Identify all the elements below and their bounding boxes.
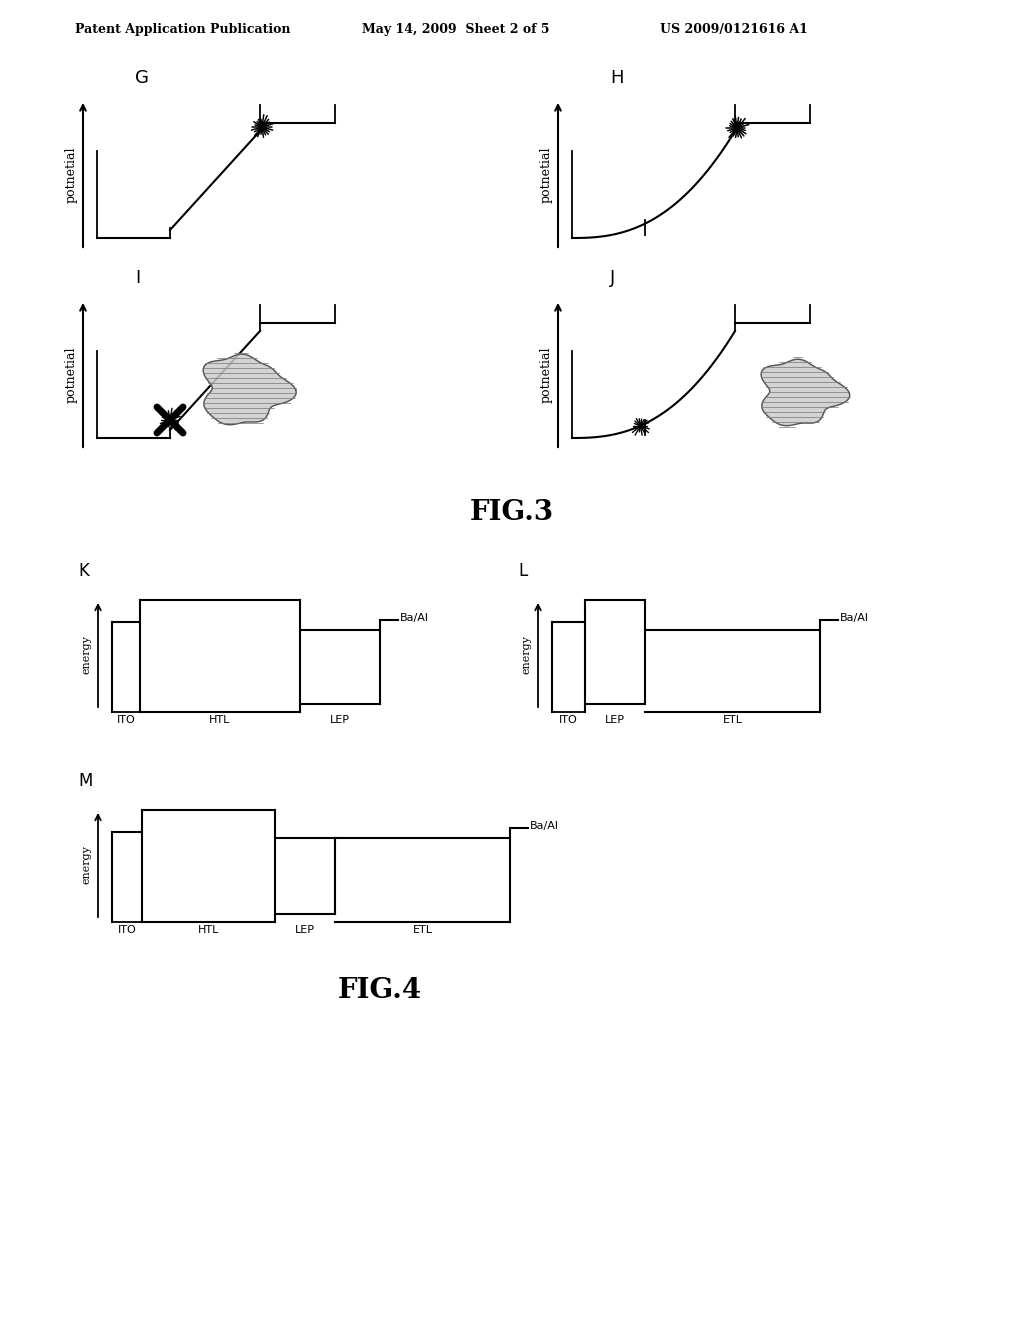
Text: L: L [518,562,527,579]
Text: J: J [610,269,615,286]
Text: ITO: ITO [117,715,135,725]
Text: potnetial: potnetial [65,347,78,403]
Text: energy: energy [81,846,91,884]
Text: LEP: LEP [295,925,315,935]
Text: ETL: ETL [413,925,432,935]
Text: ETL: ETL [723,715,742,725]
Text: HTL: HTL [198,925,219,935]
Text: Ba/Al: Ba/Al [530,821,559,832]
Text: potnetial: potnetial [540,347,553,403]
Text: FIG.4: FIG.4 [338,977,422,1003]
Text: potnetial: potnetial [65,147,78,203]
Text: Ba/Al: Ba/Al [400,612,429,623]
Text: potnetial: potnetial [540,147,553,203]
Polygon shape [761,359,850,425]
Polygon shape [203,354,296,425]
Text: H: H [610,69,624,87]
Text: HTL: HTL [209,715,230,725]
Text: I: I [135,269,140,286]
Text: energy: energy [81,635,91,675]
Text: US 2009/0121616 A1: US 2009/0121616 A1 [660,24,808,37]
Text: ITO: ITO [559,715,578,725]
Text: LEP: LEP [330,715,350,725]
Text: M: M [78,772,92,789]
Text: ITO: ITO [118,925,136,935]
Text: LEP: LEP [605,715,625,725]
Text: Patent Application Publication: Patent Application Publication [75,24,291,37]
Text: energy: energy [521,635,531,675]
Text: K: K [78,562,89,579]
Text: Ba/Al: Ba/Al [840,612,869,623]
Text: FIG.3: FIG.3 [470,499,554,525]
Text: G: G [135,69,148,87]
Text: May 14, 2009  Sheet 2 of 5: May 14, 2009 Sheet 2 of 5 [362,24,550,37]
